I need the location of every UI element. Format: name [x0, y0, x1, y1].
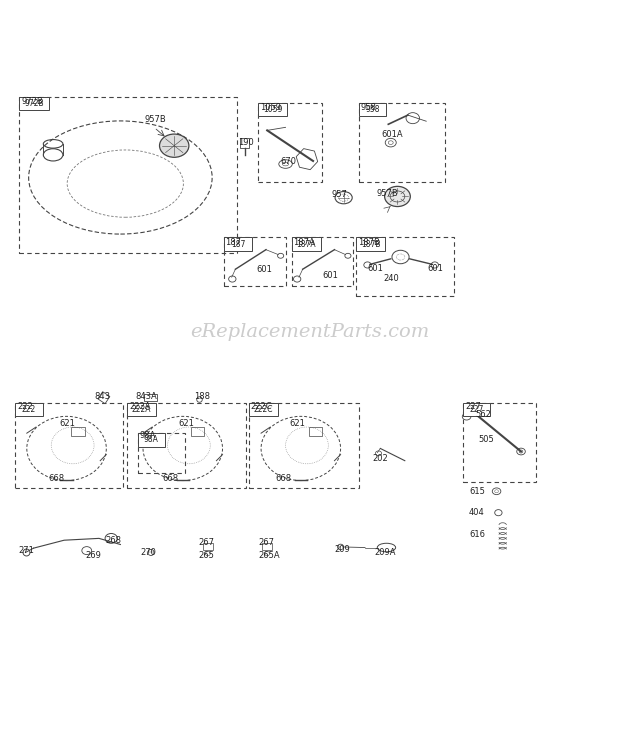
Text: 265: 265: [198, 551, 215, 560]
Text: 222: 222: [22, 405, 36, 414]
Text: 267: 267: [198, 538, 215, 547]
Bar: [309, 427, 322, 436]
Bar: [258, 103, 322, 182]
Text: 615: 615: [469, 487, 485, 496]
Bar: [262, 542, 272, 550]
Text: 621: 621: [179, 420, 194, 429]
Text: 270: 270: [140, 548, 156, 557]
Text: 562: 562: [475, 411, 491, 420]
Bar: [463, 403, 490, 416]
Text: 222A: 222A: [129, 403, 151, 411]
Text: 98A: 98A: [144, 435, 159, 444]
Bar: [291, 237, 321, 251]
Bar: [15, 403, 123, 488]
Text: 957B: 957B: [145, 115, 167, 124]
Text: 668: 668: [275, 474, 291, 483]
Text: 670: 670: [281, 157, 296, 166]
Text: 601: 601: [367, 263, 383, 272]
Bar: [356, 237, 385, 251]
Bar: [126, 403, 156, 416]
Text: 843: 843: [95, 392, 111, 401]
Text: 505: 505: [479, 434, 495, 443]
Text: 202: 202: [373, 455, 388, 464]
Text: 621: 621: [60, 420, 75, 429]
Bar: [203, 542, 213, 550]
Text: 222C: 222C: [254, 405, 273, 414]
Text: 188: 188: [194, 392, 210, 401]
Bar: [463, 403, 536, 482]
Text: 267: 267: [258, 538, 274, 547]
Bar: [359, 103, 445, 182]
Text: 222: 222: [17, 403, 33, 411]
Text: 957: 957: [332, 190, 347, 199]
Bar: [359, 103, 386, 116]
Ellipse shape: [159, 134, 189, 157]
Text: 271: 271: [18, 546, 34, 555]
Text: 601A: 601A: [381, 130, 403, 139]
Text: 187A: 187A: [293, 238, 314, 247]
Text: 668: 668: [162, 474, 178, 483]
Bar: [191, 427, 204, 436]
Text: 268: 268: [105, 536, 121, 545]
Text: 958: 958: [361, 103, 376, 112]
Bar: [249, 403, 359, 488]
Text: 972B: 972B: [24, 99, 44, 108]
Text: 1059: 1059: [260, 103, 281, 112]
Bar: [224, 237, 286, 286]
Text: 668: 668: [48, 474, 64, 483]
Text: 958: 958: [365, 105, 380, 114]
Bar: [291, 237, 353, 286]
Text: 187B: 187B: [361, 240, 380, 248]
Text: 187B: 187B: [358, 238, 379, 247]
Text: 843A: 843A: [136, 392, 157, 401]
Text: 209: 209: [334, 545, 350, 554]
Bar: [224, 237, 252, 251]
Text: 972B: 972B: [21, 97, 43, 106]
Text: 190: 190: [238, 138, 254, 147]
Text: 601: 601: [322, 271, 338, 280]
Text: 209A: 209A: [375, 548, 396, 557]
Bar: [19, 97, 49, 110]
Text: 265A: 265A: [258, 551, 280, 560]
Text: 601: 601: [256, 265, 272, 274]
Text: 269: 269: [86, 551, 102, 560]
Text: 222C: 222C: [250, 403, 272, 411]
Text: 404: 404: [469, 508, 485, 517]
Bar: [71, 427, 85, 436]
Bar: [249, 403, 278, 416]
Bar: [356, 237, 454, 295]
Text: 621: 621: [290, 420, 306, 429]
Ellipse shape: [384, 186, 410, 207]
Text: 187A: 187A: [296, 240, 316, 248]
Text: 1059: 1059: [263, 105, 282, 114]
Text: 187: 187: [231, 240, 246, 248]
Bar: [258, 103, 287, 116]
Bar: [15, 403, 43, 416]
Text: 222A: 222A: [131, 405, 151, 414]
Text: 616: 616: [469, 530, 485, 539]
Text: 98A: 98A: [140, 431, 156, 440]
Text: 187: 187: [226, 238, 242, 247]
Text: 601: 601: [427, 263, 443, 272]
Text: eReplacementParts.com: eReplacementParts.com: [190, 323, 430, 341]
Bar: [144, 394, 157, 401]
Bar: [240, 138, 249, 148]
Text: 227: 227: [466, 403, 481, 411]
Text: 240: 240: [383, 274, 399, 283]
Bar: [19, 97, 237, 253]
Bar: [126, 403, 246, 488]
Bar: [138, 433, 165, 446]
Text: 957B: 957B: [377, 189, 399, 198]
Bar: [138, 433, 185, 473]
Text: 227: 227: [469, 405, 484, 414]
